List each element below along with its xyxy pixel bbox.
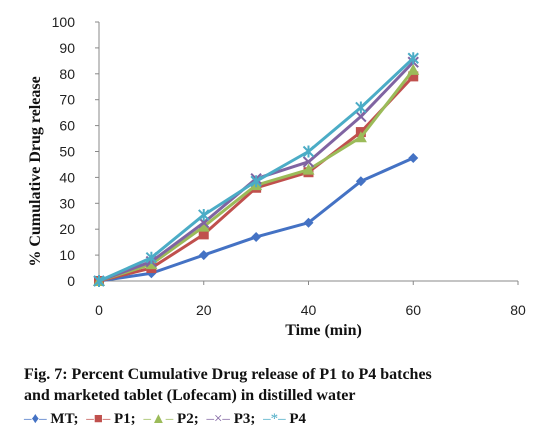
data-point-mt <box>251 231 262 242</box>
figure-caption: Fig. 7: Percent Cumulative Drug release … <box>24 364 539 406</box>
data-point-p2 <box>354 131 367 143</box>
data-point-p1 <box>408 71 419 82</box>
data-point-p4 <box>355 101 367 114</box>
y-tick-label: 80 <box>59 66 75 82</box>
y-tick-label: 30 <box>59 195 75 211</box>
legend-item-mt: –♦– MT; <box>24 409 82 429</box>
legend-label-p1: P1; <box>114 411 136 427</box>
x-axis-title: Time (min) <box>285 322 362 339</box>
data-point-p2 <box>407 63 420 75</box>
series-line-p4 <box>98 57 415 283</box>
y-axis-title: % Cumulative Drug release <box>27 76 44 266</box>
x-tick-label: 80 <box>510 302 526 318</box>
data-point-mt <box>303 217 314 228</box>
y-tick-label: 90 <box>59 40 75 56</box>
data-point-p4 <box>198 208 210 221</box>
x-tick-label: 60 <box>405 302 421 318</box>
chart-area: 0 10 20 30 40 50 60 70 80 90 100 0 20 40 60 80 Time (min… <box>27 14 526 339</box>
legend-label-p2: P2; <box>177 411 199 427</box>
y-tick-label: 70 <box>59 92 75 108</box>
data-point-p3 <box>355 110 367 123</box>
data-point-p3 <box>302 156 315 168</box>
data-point-p2 <box>197 220 210 232</box>
data-point-p2 <box>302 163 315 175</box>
x-tick-label: 40 <box>301 302 317 318</box>
y-tick-label: 100 <box>52 14 76 30</box>
y-tick-label: 10 <box>59 247 75 263</box>
x-tick-label: 0 <box>95 302 103 318</box>
data-point-p4 <box>302 145 315 158</box>
legend-symbol-mt: –♦– <box>24 411 47 427</box>
legend-item-p1: –■– P1; <box>86 409 139 429</box>
data-point-p4 <box>250 175 262 188</box>
legend-label-p4: P4 <box>289 411 307 427</box>
y-tick-label: 40 <box>59 169 75 185</box>
y-tick-label: 20 <box>59 221 75 237</box>
data-point-mt <box>198 250 209 261</box>
data-point-p4 <box>145 251 158 264</box>
data-point-p4 <box>407 52 419 65</box>
y-tick-label: 0 <box>67 273 75 289</box>
data-point-mt <box>355 176 366 187</box>
legend-symbol-p4: –*– <box>263 411 286 427</box>
data-point-p4 <box>93 275 105 287</box>
line-chart: 0 10 20 30 40 50 60 70 80 90 100 0 20 40 60 80 Time (min… <box>27 14 526 339</box>
legend-symbol-p2: –▲– <box>143 411 174 427</box>
series-line-p3 <box>98 61 415 283</box>
data-point-mt <box>408 152 419 163</box>
x-tick-label: 20 <box>196 302 212 318</box>
caption-line-2: and marketed tablet (Lofecam) in distill… <box>24 387 356 404</box>
legend-item-p2: –▲– P2; <box>143 409 202 429</box>
legend-item-p4: –*– P4 <box>263 409 310 429</box>
legend-symbol-p3: –×– <box>206 411 230 427</box>
legend-symbol-p1: –■– <box>86 411 111 427</box>
data-point-p1 <box>198 229 209 240</box>
caption-line-1: Fig. 7: Percent Cumulative Drug release … <box>24 366 432 383</box>
legend-label-mt: MT; <box>50 411 79 427</box>
legend-item-p3: –×– P3; <box>206 409 259 429</box>
legend-label-p3: P3; <box>233 411 256 427</box>
y-tick-label: 60 <box>59 118 75 134</box>
y-tick-label: 50 <box>59 144 75 160</box>
legend-text: –♦– MT; –■– P1; –▲– P2; –×– P3; –*– P4 <box>24 409 539 429</box>
